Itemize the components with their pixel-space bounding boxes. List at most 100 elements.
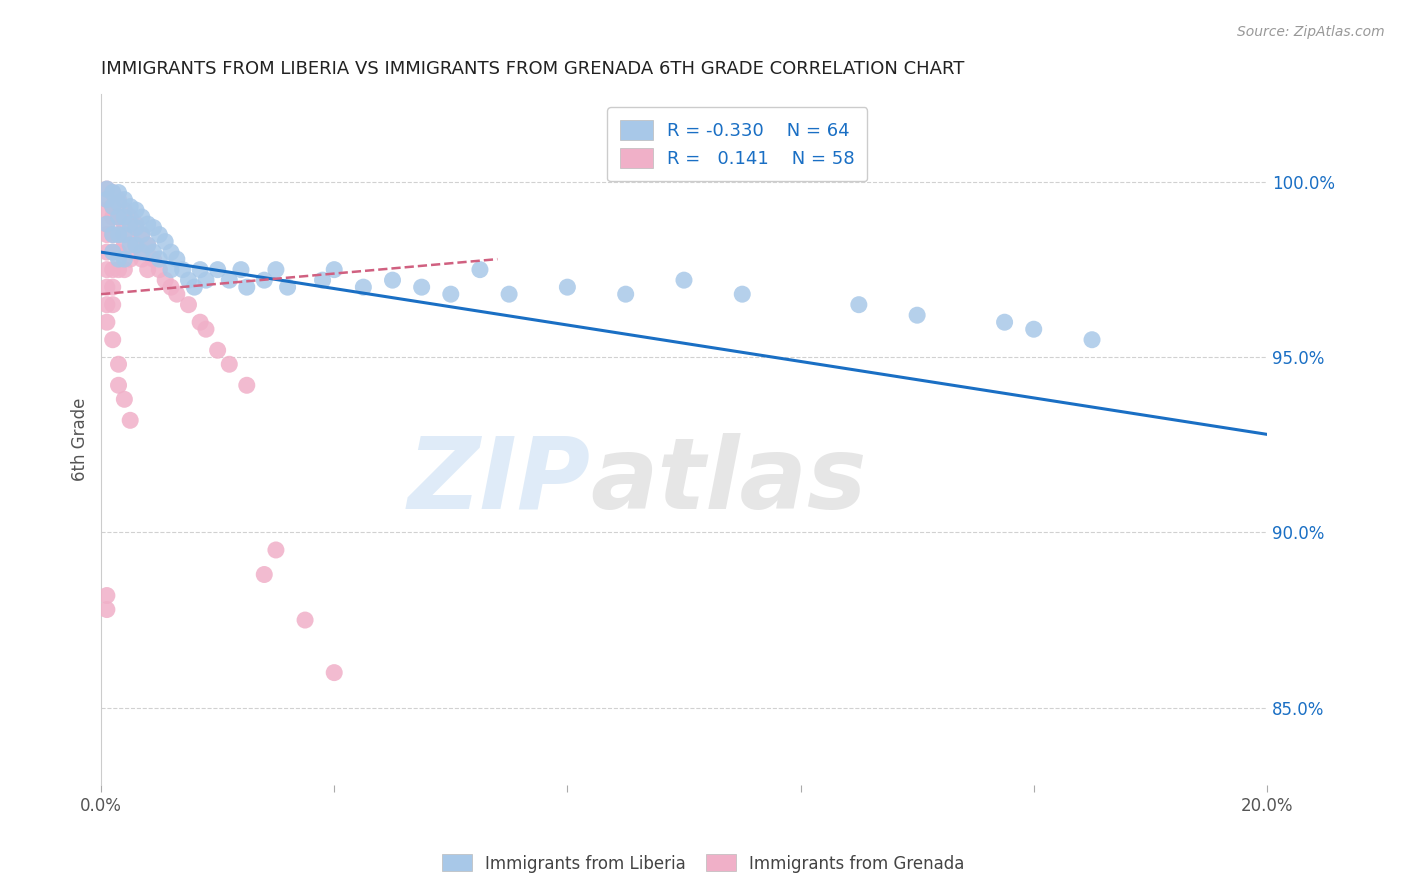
Point [1022,322,1045,336]
Point [183,280,205,294]
Point [311,273,333,287]
Point [101,227,124,242]
Point [136,262,159,277]
Point [1081,333,1104,347]
Point [112,210,135,224]
Point [264,543,287,558]
Point [153,235,176,249]
Point [96,298,118,312]
Point [101,186,124,200]
Point [101,245,124,260]
Point [120,413,142,427]
Point [101,298,124,312]
Point [253,273,276,287]
Point [96,182,118,196]
Point [136,238,159,252]
Point [136,217,159,231]
Point [101,245,124,260]
Point [107,227,129,242]
Point [107,357,129,371]
Point [107,186,129,200]
Y-axis label: 6th Grade: 6th Grade [72,398,89,482]
Point [125,238,148,252]
Point [993,315,1015,329]
Point [112,252,135,267]
Point [207,343,229,358]
Point [160,280,183,294]
Point [96,193,118,207]
Point [131,227,153,242]
Point [131,210,153,224]
Legend: R = -0.330    N = 64, R =   0.141    N = 58: R = -0.330 N = 64, R = 0.141 N = 58 [607,107,868,181]
Point [101,210,124,224]
Point [148,227,170,242]
Point [120,227,142,242]
Point [142,252,165,267]
Point [96,182,118,196]
Point [229,262,252,277]
Point [207,262,229,277]
Point [323,665,346,680]
Point [101,227,124,242]
Point [148,262,170,277]
Point [672,273,695,287]
Point [107,196,129,211]
Point [131,227,153,242]
Point [218,357,240,371]
Point [218,273,240,287]
Point [101,280,124,294]
Point [96,203,118,218]
Point [614,287,637,301]
Point [177,298,200,312]
Point [120,217,142,231]
Point [194,322,217,336]
Point [153,273,176,287]
Point [120,238,142,252]
Point [112,217,135,231]
Point [96,227,118,242]
Point [264,262,287,277]
Point [96,217,118,231]
Point [142,220,165,235]
Point [96,245,118,260]
Point [112,203,135,218]
Point [848,298,870,312]
Legend: Immigrants from Liberia, Immigrants from Grenada: Immigrants from Liberia, Immigrants from… [434,847,972,880]
Point [107,252,129,267]
Point [253,567,276,582]
Point [112,238,135,252]
Point [107,210,129,224]
Point [236,280,259,294]
Point [96,602,118,616]
Point [125,203,148,218]
Point [440,287,463,301]
Point [112,193,135,207]
Point [277,280,299,294]
Point [120,200,142,214]
Point [101,333,124,347]
Point [107,193,129,207]
Point [323,262,346,277]
Point [96,589,118,603]
Point [194,273,217,287]
Point [131,245,153,260]
Text: atlas: atlas [591,433,868,530]
Point [107,227,129,242]
Point [107,262,129,277]
Point [101,200,124,214]
Point [96,262,118,277]
Point [101,262,124,277]
Point [112,227,135,242]
Point [294,613,316,627]
Point [236,378,259,392]
Point [96,280,118,294]
Point [172,262,194,277]
Point [498,287,520,301]
Point [96,217,118,231]
Point [352,280,374,294]
Point [411,280,433,294]
Point [101,186,124,200]
Point [468,262,491,277]
Point [112,392,135,407]
Point [120,252,142,267]
